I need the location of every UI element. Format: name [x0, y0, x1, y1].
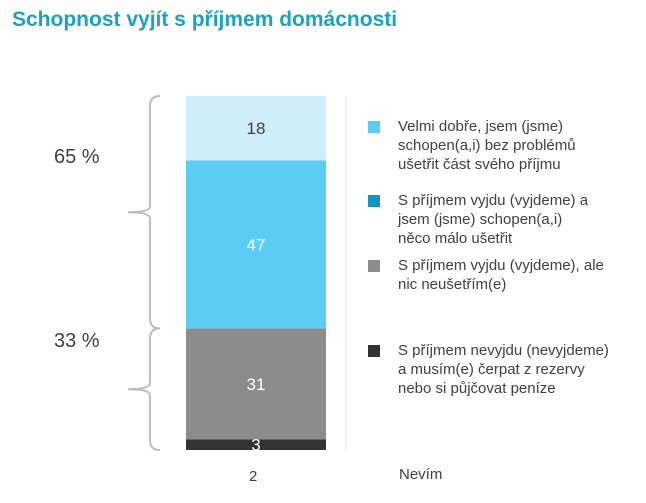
bracket-0	[127, 95, 161, 330]
dont-know-value: 2	[249, 468, 258, 485]
data-label-0: 3	[251, 436, 260, 455]
bracket-label-top: 65 %	[54, 146, 100, 168]
bar-segment-0	[186, 439, 326, 450]
bar-segment-2	[186, 160, 326, 329]
legend-label: S příjmem vyjdu (vyjdeme), ale nic neuše…	[398, 257, 604, 293]
bracket-1	[127, 327, 161, 451]
data-label-3: 18	[247, 119, 266, 138]
bar-segment-3	[186, 96, 326, 161]
chart-title: Schopnost vyjít s příjmem domácnosti	[12, 8, 398, 31]
legend-swatch	[368, 121, 380, 133]
legend-label: S příjmem nevyjdu (nevyjdeme) a musím(e)…	[398, 342, 609, 397]
bracket-label-bottom: 33 %	[54, 330, 100, 352]
bar-segment-1	[186, 328, 326, 440]
data-label-1: 31	[247, 375, 266, 394]
legend-label: Velmi dobře, jsem (jsme) schopen(a,i) be…	[398, 118, 576, 173]
legend-swatch	[368, 195, 380, 207]
dont-know-label: Nevím	[399, 466, 443, 483]
legend-swatch	[368, 260, 380, 272]
data-label-2: 47	[247, 235, 266, 254]
legend-label: S příjmem vyjdu (vyjdeme) a jsem (jsme) …	[398, 192, 589, 247]
legend-swatch	[368, 345, 380, 357]
